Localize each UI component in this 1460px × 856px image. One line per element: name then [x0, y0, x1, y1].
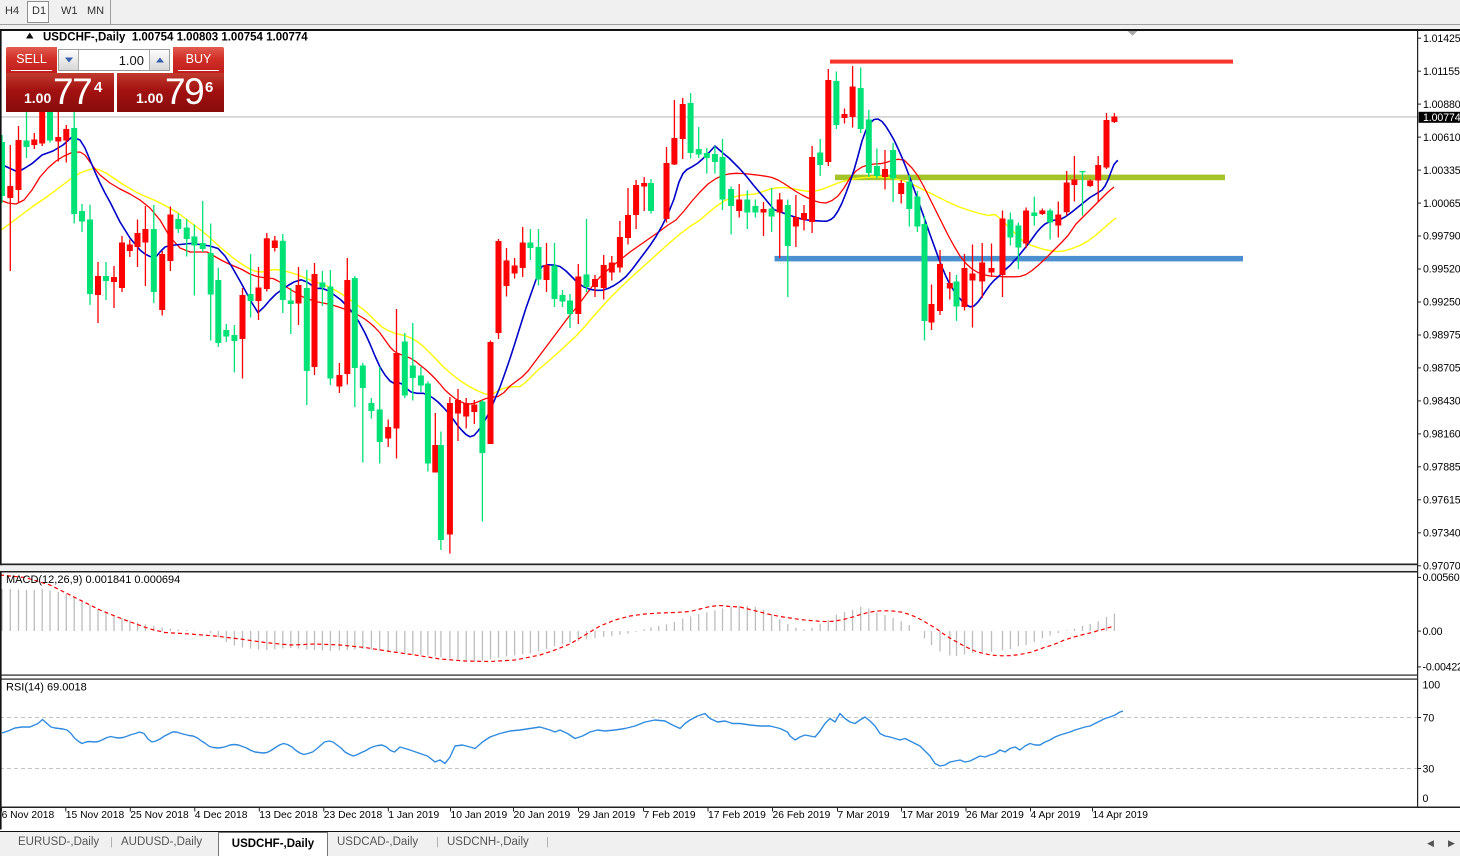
svg-text:4 Dec 2018: 4 Dec 2018: [195, 810, 248, 821]
svg-text:0.98430: 0.98430: [1423, 396, 1460, 408]
svg-text:0.98975: 0.98975: [1423, 330, 1460, 342]
svg-text:-0.004226: -0.004226: [1423, 662, 1460, 674]
svg-text:0.98160: 0.98160: [1423, 429, 1460, 441]
svg-text:70: 70: [1423, 713, 1435, 725]
svg-text:0.99520: 0.99520: [1423, 264, 1460, 276]
svg-text:1.01425: 1.01425: [1423, 33, 1460, 45]
svg-text:20 Jan 2019: 20 Jan 2019: [514, 810, 571, 821]
svg-text:17 Feb 2019: 17 Feb 2019: [708, 810, 766, 821]
svg-text:6 Nov 2018: 6 Nov 2018: [2, 810, 55, 821]
svg-text:7 Feb 2019: 7 Feb 2019: [644, 810, 696, 821]
svg-text:0.99790: 0.99790: [1423, 231, 1460, 243]
svg-text:1 Jan 2019: 1 Jan 2019: [388, 810, 439, 821]
svg-text:14 Apr 2019: 14 Apr 2019: [1093, 810, 1149, 821]
svg-text:0.00: 0.00: [1423, 626, 1443, 638]
svg-text:0.99250: 0.99250: [1423, 297, 1460, 309]
svg-text:MACD(12,26,9) 0.001841 0.00069: MACD(12,26,9) 0.001841 0.000694: [6, 574, 180, 586]
svg-text:4 Apr 2019: 4 Apr 2019: [1031, 810, 1081, 821]
svg-text:1.00880: 1.00880: [1423, 99, 1460, 111]
svg-text:17 Mar 2019: 17 Mar 2019: [902, 810, 960, 821]
svg-text:29 Jan 2019: 29 Jan 2019: [579, 810, 636, 821]
svg-text:26 Feb 2019: 26 Feb 2019: [773, 810, 831, 821]
svg-text:1.00335: 1.00335: [1423, 165, 1460, 177]
svg-text:7 Mar 2019: 7 Mar 2019: [838, 810, 890, 821]
svg-text:1.00065: 1.00065: [1423, 198, 1460, 210]
svg-text:13 Dec 2018: 13 Dec 2018: [259, 810, 318, 821]
svg-text:0.97340: 0.97340: [1423, 528, 1460, 540]
svg-text:0.97070: 0.97070: [1423, 561, 1460, 573]
svg-text:30: 30: [1423, 764, 1435, 776]
svg-text:0.97885: 0.97885: [1423, 462, 1460, 474]
svg-text:RSI(14) 69.0018: RSI(14) 69.0018: [6, 682, 87, 694]
svg-text:0.98705: 0.98705: [1423, 363, 1460, 375]
svg-text:15 Nov 2018: 15 Nov 2018: [66, 810, 125, 821]
svg-text:0.97615: 0.97615: [1423, 495, 1460, 507]
svg-text:1.00610: 1.00610: [1423, 132, 1460, 144]
svg-text:26 Mar 2019: 26 Mar 2019: [966, 810, 1024, 821]
svg-text:0: 0: [1423, 793, 1429, 805]
svg-text:0.005602: 0.005602: [1423, 572, 1460, 584]
svg-text:USDCHF-,Daily 1.00754 1.00803: USDCHF-,Daily 1.00754 1.00803 1.00754 1.…: [43, 32, 308, 44]
svg-text:23 Dec 2018: 23 Dec 2018: [324, 810, 383, 821]
svg-text:25 Nov 2018: 25 Nov 2018: [130, 810, 189, 821]
svg-text:100: 100: [1423, 680, 1441, 692]
svg-text:1.00774: 1.00774: [1423, 112, 1460, 124]
svg-text:1.01155: 1.01155: [1423, 66, 1460, 78]
svg-text:10 Jan 2019: 10 Jan 2019: [451, 810, 508, 821]
